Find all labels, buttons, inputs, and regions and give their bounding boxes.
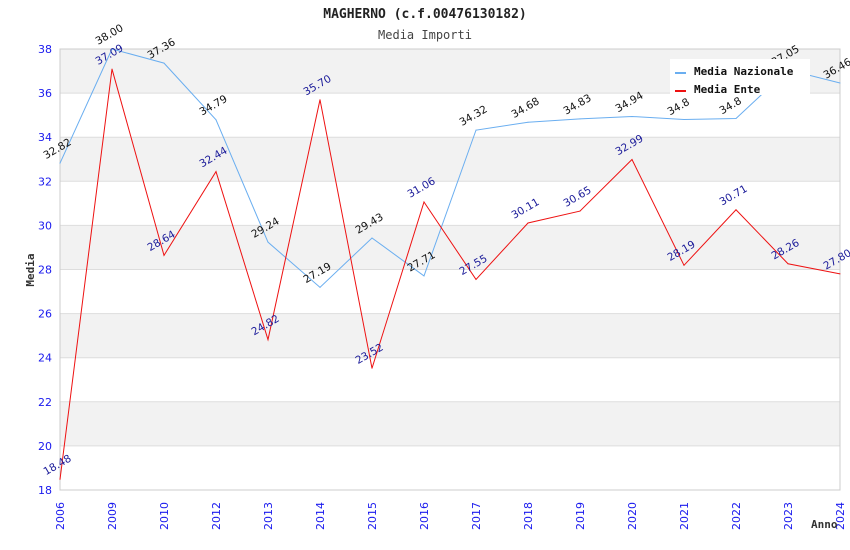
- data-point: [475, 129, 477, 131]
- data-point: [163, 254, 165, 256]
- x-tick-label: 2022: [730, 502, 743, 530]
- data-point: [163, 62, 165, 64]
- x-tick-label: 2016: [418, 502, 431, 530]
- y-axis-label: Media: [24, 253, 37, 286]
- data-point: [735, 209, 737, 211]
- grid-band: [60, 137, 840, 182]
- legend: Media Nazionale Media Ente: [670, 59, 810, 96]
- y-tick-label: 22: [38, 396, 52, 409]
- y-tick-label: 18: [38, 484, 52, 497]
- x-tick-label: 2014: [314, 502, 327, 530]
- data-point: [839, 82, 841, 84]
- x-tick-label: 2012: [210, 502, 223, 530]
- grid-bands: [60, 49, 840, 490]
- data-point: [683, 119, 685, 121]
- x-tick-label: 2006: [54, 502, 67, 530]
- data-point: [111, 48, 113, 50]
- x-tick-label: 2018: [522, 502, 535, 530]
- x-tick-label: 2020: [626, 502, 639, 530]
- y-tick-label: 26: [38, 308, 52, 321]
- y-tick-label: 28: [38, 264, 52, 277]
- series-line-media-nazionale: [59, 48, 841, 289]
- series-line-media-ente: [59, 68, 841, 480]
- data-point: [475, 278, 477, 280]
- data-point: [371, 367, 373, 369]
- grid-band: [60, 445, 840, 490]
- x-tick-label: 2024: [834, 502, 847, 530]
- grid-band: [60, 401, 840, 446]
- x-tick-label: 2023: [782, 502, 795, 530]
- data-point: [267, 339, 269, 341]
- data-point: [267, 241, 269, 243]
- grid-band: [60, 93, 840, 138]
- data-point: [423, 275, 425, 277]
- data-point: [215, 171, 217, 173]
- legend-swatch-media-ente: [675, 90, 686, 92]
- series-lines: [59, 48, 841, 480]
- y-tick-label: 32: [38, 175, 52, 188]
- data-label: 38.00: [94, 22, 126, 47]
- data-point: [111, 68, 113, 70]
- legend-swatch-media-nazionale: [675, 72, 686, 74]
- data-point: [215, 119, 217, 121]
- grid-band: [60, 313, 840, 358]
- y-tick-label: 36: [38, 87, 52, 100]
- grid-band: [60, 357, 840, 402]
- legend-box: [670, 59, 810, 95]
- data-point: [579, 210, 581, 212]
- y-tick-label: 30: [38, 219, 52, 232]
- x-tick-label: 2017: [470, 502, 483, 530]
- y-axis-ticks: 18 20 22 24 26 28 30 32 34 36 38: [38, 43, 52, 497]
- x-tick-label: 2009: [106, 502, 119, 530]
- grid-band: [60, 269, 840, 314]
- data-point: [527, 121, 529, 123]
- y-tick-label: 38: [38, 43, 52, 56]
- x-tick-label: 2015: [366, 502, 379, 530]
- x-axis-label: Anno: [811, 518, 838, 531]
- data-point: [787, 263, 789, 265]
- grid-band: [60, 225, 840, 270]
- data-point: [579, 118, 581, 120]
- x-tick-label: 2010: [158, 502, 171, 530]
- x-axis-ticks: 2006 2009 2010 2012 2013 2014 2015 2016 2017 2018…: [54, 502, 847, 530]
- y-tick-label: 24: [38, 352, 52, 365]
- data-point: [839, 273, 841, 275]
- data-point: [319, 286, 321, 288]
- data-point: [527, 222, 529, 224]
- x-tick-label: 2019: [574, 502, 587, 530]
- data-point: [59, 162, 61, 164]
- data-point: [683, 264, 685, 266]
- y-tick-label: 20: [38, 440, 52, 453]
- plot-frame: [59, 48, 841, 491]
- x-tick-label: 2021: [678, 502, 691, 530]
- legend-label-media-nazionale: Media Nazionale: [694, 65, 794, 78]
- data-point: [631, 158, 633, 160]
- data-point: [735, 117, 737, 119]
- chart-subtitle: Media Importi: [378, 28, 472, 42]
- data-point: [371, 237, 373, 239]
- y-tick-label: 34: [38, 131, 52, 144]
- chart-title: MAGHERNO (c.f.00476130182): [323, 7, 527, 22]
- data-point: [631, 115, 633, 117]
- data-point: [423, 201, 425, 203]
- data-point: [319, 99, 321, 101]
- legend-label-media-ente: Media Ente: [694, 83, 761, 96]
- x-tick-label: 2013: [262, 502, 275, 530]
- data-point: [59, 478, 61, 480]
